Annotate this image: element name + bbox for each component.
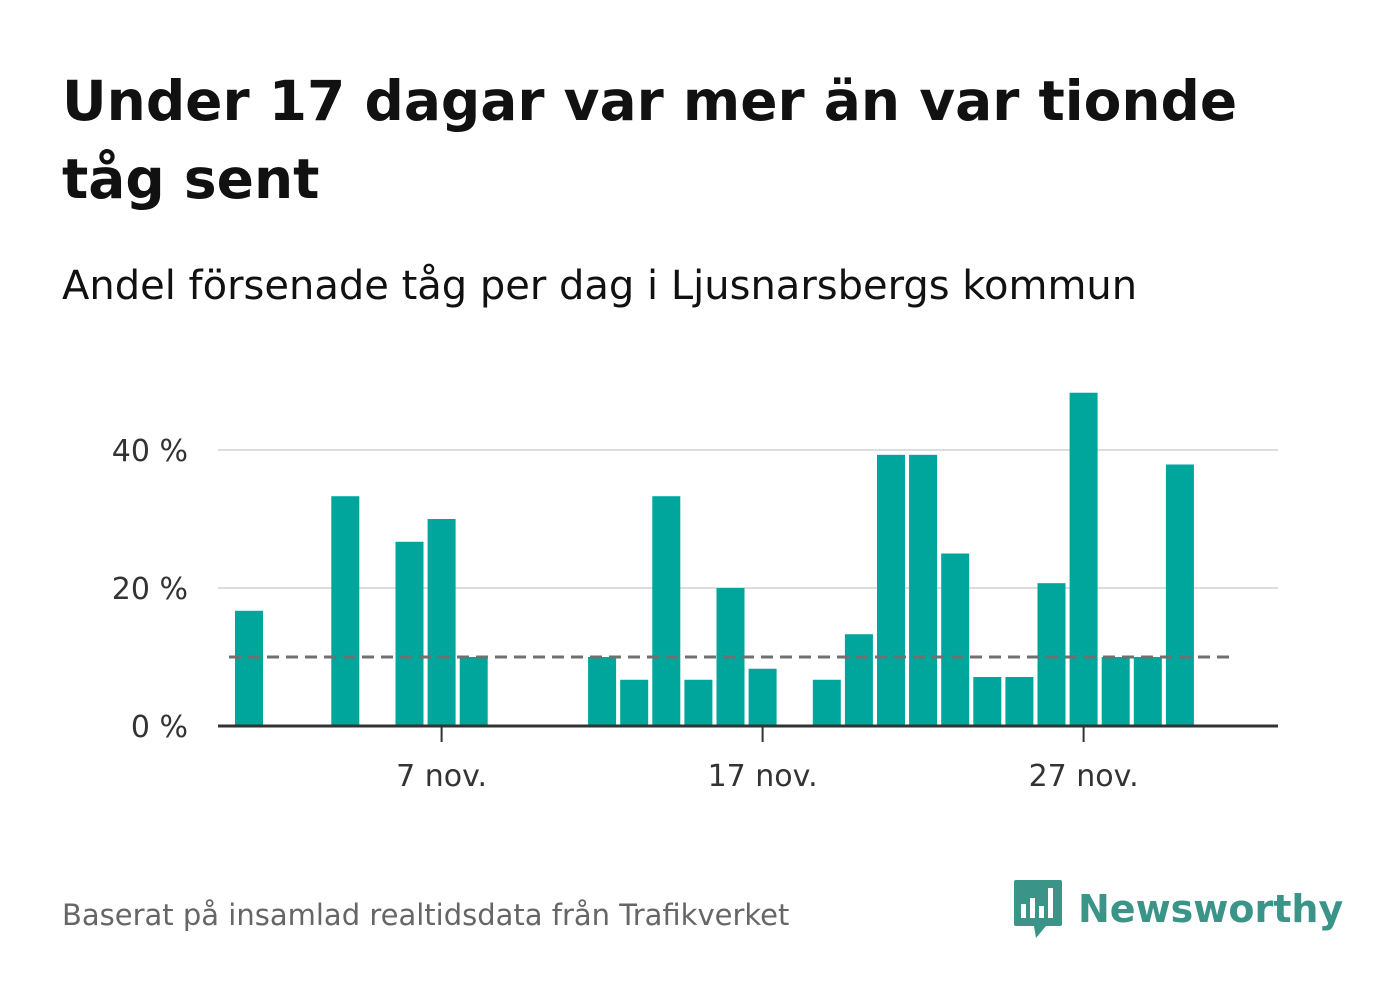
bar bbox=[395, 541, 424, 726]
bar bbox=[748, 668, 777, 726]
bars bbox=[235, 392, 1194, 726]
grid-lines bbox=[218, 449, 1278, 589]
chart-title: Under 17 dagar var mer än var tionde tåg… bbox=[62, 69, 1238, 211]
chart-subtitle: Andel försenade tåg per dag i Ljusnarsbe… bbox=[62, 263, 1138, 309]
bar bbox=[684, 679, 713, 726]
bar bbox=[844, 634, 873, 726]
bar bbox=[1037, 583, 1066, 726]
bar bbox=[331, 496, 360, 726]
source-note: Baserat på insamlad realtidsdata från Tr… bbox=[62, 898, 790, 932]
bar bbox=[1165, 464, 1194, 726]
brand-name: Newsworthy bbox=[1078, 887, 1344, 931]
x-tick-label: 27 nov. bbox=[1029, 759, 1139, 794]
bar bbox=[1133, 657, 1162, 726]
newsworthy-logo-icon bbox=[1014, 880, 1062, 938]
bar bbox=[941, 553, 970, 726]
bar bbox=[427, 519, 456, 726]
bar bbox=[652, 496, 681, 726]
bar bbox=[588, 657, 617, 726]
bar bbox=[1101, 657, 1130, 726]
x-tick-label: 7 nov. bbox=[396, 759, 487, 794]
tick-labels: 0 % 20 % 40 % 7 nov. 17 nov. 27 nov. bbox=[112, 434, 1139, 794]
bar bbox=[620, 679, 649, 726]
bar bbox=[1005, 677, 1034, 726]
y-tick-label: 0 % bbox=[131, 710, 188, 745]
bar bbox=[235, 610, 263, 726]
bar bbox=[812, 679, 841, 726]
x-tick-label: 17 nov. bbox=[708, 759, 818, 794]
axes bbox=[218, 724, 1278, 742]
bar bbox=[1069, 392, 1098, 726]
bar bbox=[877, 454, 905, 726]
bar-chart: 0 % 20 % 40 % 7 nov. 17 nov. 27 nov. bbox=[112, 392, 1278, 794]
bar bbox=[909, 454, 938, 726]
y-tick-label: 40 % bbox=[112, 434, 188, 469]
bar bbox=[459, 657, 488, 726]
y-tick-label: 20 % bbox=[112, 572, 188, 607]
brand-logo: Newsworthy bbox=[1012, 878, 1343, 940]
bar bbox=[973, 677, 1002, 726]
